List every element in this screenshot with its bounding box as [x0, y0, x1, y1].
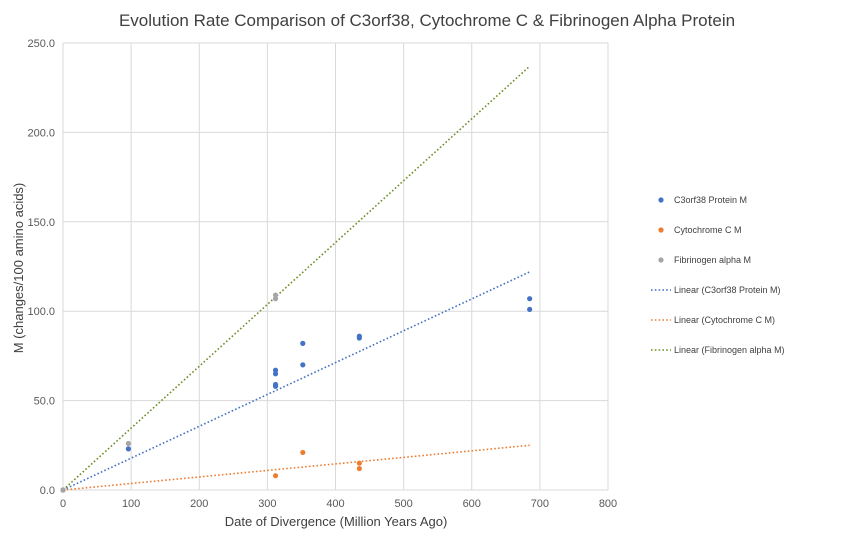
legend-marker-2 [658, 257, 664, 263]
x-tick-label: 100 [122, 498, 140, 510]
x-tick-label: 700 [531, 498, 549, 510]
data-point-0 [527, 296, 533, 302]
data-point-0 [300, 362, 306, 368]
legend-label-0: C3orf38 Protein M [674, 195, 747, 205]
trendline-3 [62, 271, 530, 491]
y-tick-labels: 0.0 50.0 100.0 150.0 200.0 250.0 [27, 38, 55, 497]
y-tick-label: 50.0 [34, 396, 55, 408]
y-tick-label: 0.0 [40, 485, 55, 497]
y-tick-label: 100.0 [27, 306, 55, 318]
x-tick-labels: 0 100 200 300 400 500 600 700 800 [60, 498, 617, 510]
trendline-4 [62, 444, 530, 491]
legend-label-3: Linear (C3orf38 Protein M) [674, 285, 781, 295]
x-tick-label: 400 [326, 498, 344, 510]
data-point-2 [272, 292, 279, 298]
data-point-1 [272, 473, 279, 479]
trendlines [62, 65, 531, 491]
data-point-0 [300, 340, 306, 346]
legend-label-4: Linear (Cytochrome C M) [674, 315, 775, 325]
x-tick-label: 500 [394, 498, 412, 510]
data-point-0 [272, 367, 279, 373]
gridlines [62, 42, 609, 491]
data-point-2 [125, 440, 131, 447]
y-tick-label: 200.0 [27, 127, 55, 139]
x-axis-title: Date of Divergence (Million Years Ago) [225, 514, 448, 529]
legend-label-1: Cytochrome C M [674, 225, 742, 235]
data-point-1 [300, 449, 306, 456]
data-point-0 [356, 333, 362, 339]
y-tick-label: 250.0 [27, 38, 55, 50]
data-point-0 [272, 383, 279, 389]
legend-marker-0 [658, 197, 664, 203]
data-points [60, 292, 533, 493]
data-point-0 [125, 446, 131, 452]
trendline-5 [62, 65, 531, 491]
data-point-1 [356, 465, 362, 472]
legend-marker-1 [658, 227, 664, 233]
data-point-2 [272, 296, 279, 302]
y-tick-label: 150.0 [27, 217, 55, 229]
x-tick-label: 600 [463, 498, 481, 510]
x-tick-label: 800 [599, 498, 617, 510]
x-tick-label: 0 [60, 498, 66, 510]
legend-label-2: Fibrinogen alpha M [674, 255, 751, 265]
data-point-2 [60, 487, 66, 493]
x-tick-label: 300 [258, 498, 276, 510]
y-axis-title: M (changes/100 amino acids) [11, 183, 26, 354]
x-tick-label: 200 [190, 498, 208, 510]
data-point-1 [356, 460, 362, 466]
legend-label-5: Linear (Fibrinogen alpha M) [674, 345, 785, 355]
data-point-0 [272, 371, 279, 377]
data-point-0 [527, 306, 533, 313]
chart-title: Evolution Rate Comparison of C3orf38, Cy… [119, 11, 735, 30]
legend: C3orf38 Protein M Cytochrome C M Fibrinoge… [651, 195, 785, 355]
